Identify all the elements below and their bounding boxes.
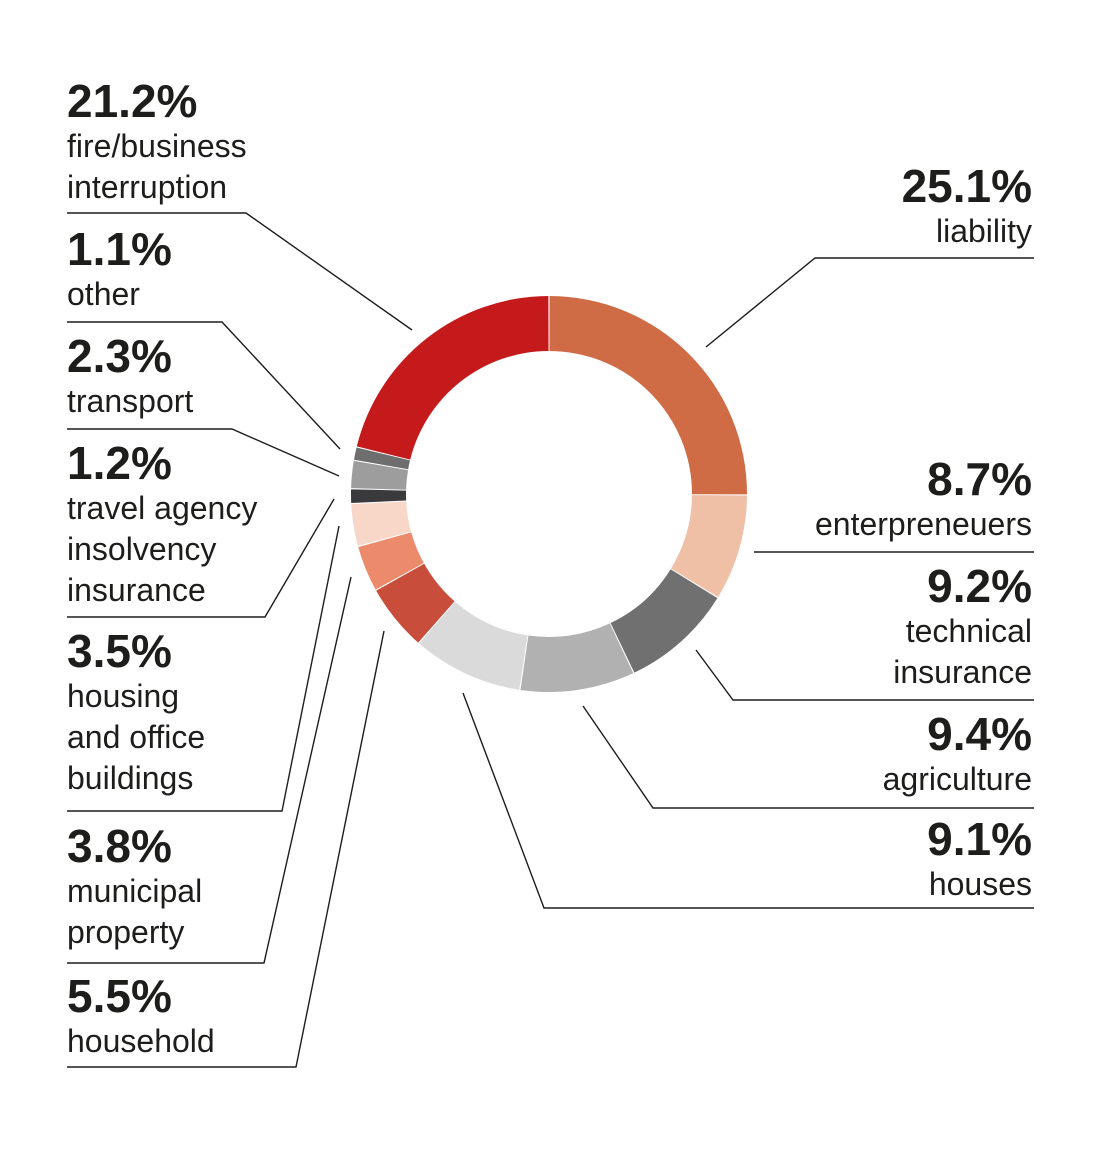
leader-line-houses xyxy=(462,692,1034,909)
category-label-housing: housing xyxy=(67,678,179,714)
donut-slices xyxy=(351,296,748,692)
pct-label-housing: 3.5% xyxy=(67,625,172,677)
pct-label-other: 1.1% xyxy=(67,223,172,275)
slice-fire xyxy=(356,296,549,460)
slice-enterpreneuers xyxy=(671,495,747,598)
leader-lines xyxy=(67,212,1034,1068)
category-label-transport: transport xyxy=(67,383,193,419)
pct-label-fire: 21.2% xyxy=(67,75,197,127)
slice-labels: 25.1%liability 8.7%enterpreneuers 9.2%tech… xyxy=(67,75,1032,1059)
category-label-other: other xyxy=(67,276,140,312)
slice-travel xyxy=(351,489,407,504)
slice-household xyxy=(376,563,455,643)
category-label-housing: and office xyxy=(67,719,205,755)
pct-label-transport: 2.3% xyxy=(67,330,172,382)
category-label-agriculture: agriculture xyxy=(883,761,1032,797)
leader-line-municipal xyxy=(67,576,352,964)
category-label-household: household xyxy=(67,1023,215,1059)
category-label-enterpreneuers: enterpreneuers xyxy=(815,506,1032,542)
leader-line-travel xyxy=(67,498,335,618)
pct-label-travel: 1.2% xyxy=(67,437,172,489)
slice-technical xyxy=(610,569,718,673)
slice-agriculture xyxy=(520,623,634,692)
pct-label-municipal: 3.8% xyxy=(67,820,172,872)
category-label-travel: insurance xyxy=(67,572,206,608)
category-label-fire: fire/business xyxy=(67,128,247,164)
category-label-fire: interruption xyxy=(67,169,227,205)
leader-line-household xyxy=(67,630,385,1068)
category-label-houses: houses xyxy=(929,866,1032,902)
leader-line-fire xyxy=(67,212,413,331)
slice-houses xyxy=(419,601,528,690)
slice-other xyxy=(353,447,410,470)
pct-label-technical: 9.2% xyxy=(927,560,1032,612)
category-label-municipal: property xyxy=(67,914,184,950)
category-label-travel: travel agency xyxy=(67,490,257,526)
category-label-liability: liability xyxy=(936,213,1032,249)
category-label-travel: insolvency xyxy=(67,531,216,567)
leader-line-other xyxy=(67,321,341,450)
leader-line-housing xyxy=(67,525,340,812)
category-label-municipal: municipal xyxy=(67,873,202,909)
category-label-housing: buildings xyxy=(67,760,193,796)
category-label-technical: insurance xyxy=(893,654,1032,690)
leader-line-transport xyxy=(67,428,340,477)
pct-label-agriculture: 9.4% xyxy=(927,708,1032,760)
pct-label-houses: 9.1% xyxy=(927,813,1032,865)
pct-label-liability: 25.1% xyxy=(902,160,1032,212)
slice-liability xyxy=(549,296,748,495)
slice-municipal xyxy=(358,532,424,590)
slice-transport xyxy=(351,460,409,490)
leader-line-agriculture xyxy=(582,705,1034,809)
pct-label-household: 5.5% xyxy=(67,970,172,1022)
leader-line-liability xyxy=(705,257,1034,348)
slice-housing xyxy=(351,501,412,546)
pct-label-enterpreneuers: 8.7% xyxy=(927,453,1032,505)
category-label-technical: technical xyxy=(906,613,1032,649)
leader-line-technical xyxy=(695,649,1034,701)
